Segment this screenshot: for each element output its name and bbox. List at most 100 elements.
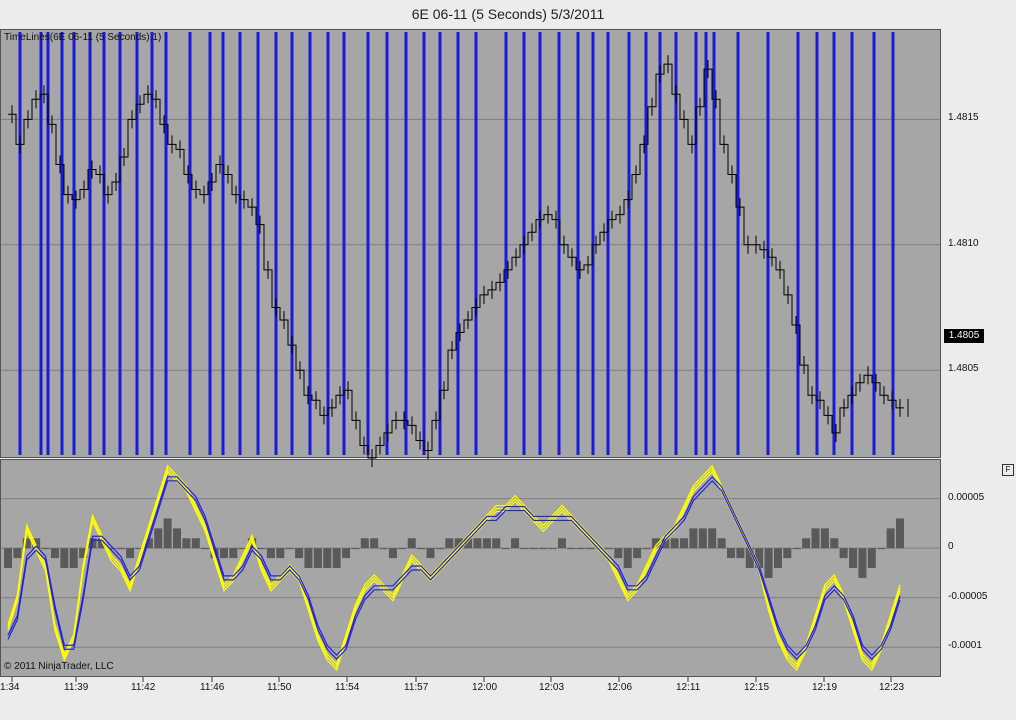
histogram-bar: [426, 548, 435, 559]
histogram-bar: [773, 548, 782, 568]
histogram-bar: [126, 548, 135, 559]
histogram-bar: [351, 548, 360, 550]
time-tick-label: 12:19: [812, 682, 838, 693]
histogram-bar: [191, 538, 200, 549]
time-tick-label: 11:42: [131, 682, 156, 693]
histogram-bar: [107, 548, 116, 550]
histogram-bar: [802, 538, 811, 549]
histogram-bar: [755, 548, 764, 568]
histogram-bar: [360, 538, 369, 549]
histogram-bar: [379, 548, 388, 550]
histogram-bar: [370, 538, 379, 549]
histogram-bar: [398, 548, 407, 550]
oscillator-tick-label: -0.0001: [948, 640, 982, 652]
histogram-bar: [680, 538, 689, 549]
price-axis: [941, 29, 1016, 677]
panel-f-button[interactable]: F: [1002, 464, 1014, 476]
histogram-bar: [313, 548, 322, 568]
histogram-bar: [745, 548, 754, 568]
price-tick-label: 1.4810: [948, 237, 979, 249]
fast-ma-line: [7, 467, 901, 669]
histogram-bar: [97, 538, 106, 549]
oscillator-panel[interactable]: [0, 459, 941, 677]
histogram-bar: [257, 548, 266, 550]
histogram-bar: [614, 548, 623, 559]
oscillator-tick-label: 0: [948, 541, 954, 553]
histogram-bar: [567, 548, 576, 550]
price-tick-label: 1.4805: [948, 363, 979, 375]
histogram-bar: [811, 528, 820, 549]
time-tick-label: 12:00: [472, 682, 498, 693]
histogram-bar: [764, 548, 773, 578]
histogram-bar: [896, 518, 904, 549]
histogram-bar: [32, 538, 41, 549]
histogram-bar: [839, 548, 848, 559]
histogram-bar: [445, 538, 454, 549]
time-tick-label: 11:57: [404, 682, 429, 693]
histogram-bar: [539, 548, 548, 550]
time-tick-label: 11:39: [64, 682, 89, 693]
histogram-bar: [492, 538, 501, 549]
histogram-bar: [276, 548, 285, 559]
histogram-bar: [144, 538, 153, 549]
histogram-bar: [548, 548, 557, 550]
histogram-bar: [576, 548, 585, 550]
histogram-bar: [407, 538, 416, 549]
histogram-bar: [689, 528, 698, 549]
histogram-bar: [792, 548, 801, 550]
histogram-bar: [154, 528, 163, 549]
histogram-bar: [501, 548, 510, 550]
last-price-tag: 1.4805: [944, 329, 984, 343]
time-tick-label: 1:34: [0, 682, 20, 693]
histogram-bar: [586, 548, 595, 550]
time-tick-label: 11:54: [335, 682, 360, 693]
histogram-bar: [116, 548, 125, 550]
histogram-bar: [651, 538, 660, 549]
histogram-bar: [135, 548, 144, 550]
histogram-bar: [726, 548, 735, 559]
time-tick-label: 11:50: [267, 682, 292, 693]
time-tick-label: 12:23: [879, 682, 905, 693]
histogram-bar: [435, 548, 444, 550]
histogram-bar: [238, 548, 247, 550]
histogram-bar: [219, 548, 228, 559]
time-tick-label: 12:11: [676, 682, 701, 693]
histogram-bar: [22, 538, 31, 549]
indicator-label: TimeLines(6E 06-11 (5 Seconds),1): [4, 32, 162, 43]
histogram-bar: [867, 548, 876, 568]
histogram-bar: [520, 548, 529, 550]
histogram-bar: [482, 538, 491, 549]
histogram-bar: [830, 538, 839, 549]
price-series: [8, 63, 904, 459]
histogram-bar: [332, 548, 341, 568]
histogram-bar: [50, 548, 59, 559]
oscillator-tick-label: -0.00005: [948, 590, 988, 602]
histogram-bar: [670, 538, 679, 549]
histogram-bar: [201, 548, 210, 550]
histogram-bar: [266, 548, 275, 559]
histogram-bar: [708, 528, 717, 549]
time-axis: [0, 677, 941, 720]
histogram-bar: [417, 548, 426, 550]
histogram-bar: [661, 538, 670, 549]
histogram-bar: [295, 548, 304, 559]
histogram-bar: [13, 548, 22, 559]
histogram-bar: [69, 548, 78, 568]
histogram-bar: [877, 548, 886, 550]
copyright-label: © 2011 NinjaTrader, LLC: [4, 661, 114, 672]
histogram-bar: [717, 538, 726, 549]
histogram-bar: [229, 548, 238, 559]
histogram-bar: [304, 548, 313, 568]
histogram-bar: [858, 548, 867, 578]
oscillator-tick-label: 0.00005: [948, 491, 985, 503]
histogram-bar: [182, 538, 191, 549]
histogram-bar: [886, 528, 895, 549]
price-panel[interactable]: [0, 29, 941, 458]
histogram-bar: [454, 538, 463, 549]
histogram-bar: [529, 548, 538, 550]
window-title: 6E 06-11 (5 Seconds) 5/3/2011: [0, 0, 1016, 28]
histogram-bar: [736, 548, 745, 559]
histogram-bar: [633, 548, 642, 559]
histogram-bar: [557, 538, 566, 549]
histogram-bar: [163, 518, 172, 549]
